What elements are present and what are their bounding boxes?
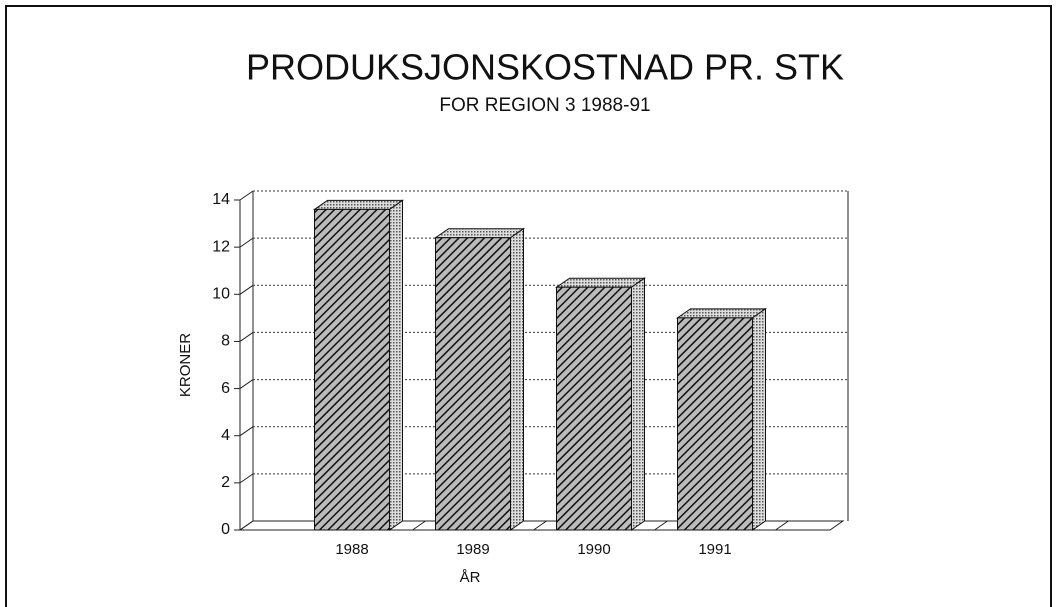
bar-top [433,228,526,239]
bar [435,237,511,531]
tick-connector [239,426,254,437]
y-tick-label: 12 [212,238,230,255]
bar [314,208,390,531]
y-tick-label: 14 [212,191,230,208]
bar-side [510,227,524,531]
bar-side [752,307,766,531]
x-tick-label: 1990 [577,541,610,558]
category-divider [412,520,426,531]
chart-subtitle: FOR REGION 3 1988-91 [439,95,650,116]
frame [5,5,1052,607]
bar-top [675,308,768,319]
tick-connector [239,520,254,531]
tick-connector [239,379,254,389]
tick-connector [239,473,254,484]
x-axis-label: ÅR [460,569,481,586]
bar-top [312,199,405,210]
tick-connector [239,190,254,201]
y-tick-label: 8 [221,333,230,350]
y-axis-label: KRONER [177,333,194,397]
tick-connector [239,237,254,248]
x-tick-label: 1989 [456,541,489,558]
bar-side [389,199,403,531]
y-tick-label: 0 [221,521,230,538]
y-tick-label: 6 [221,380,230,397]
chart-title: PRODUKSJONSKOSTNAD PR. STK [246,47,844,88]
bar-side [631,277,645,531]
x-tick-label: 1991 [698,541,731,558]
category-divider [654,520,668,531]
bar-top [554,277,647,288]
y-tick-label: 4 [221,427,230,444]
bar [556,286,632,531]
x-tick-label: 1988 [335,541,368,558]
bar [677,317,753,531]
tick-connector [239,284,254,295]
y-tick-label: 10 [212,286,230,303]
category-divider [775,520,789,531]
category-divider [533,520,547,531]
tick-connector [239,332,254,342]
y-tick-label: 2 [221,474,230,491]
